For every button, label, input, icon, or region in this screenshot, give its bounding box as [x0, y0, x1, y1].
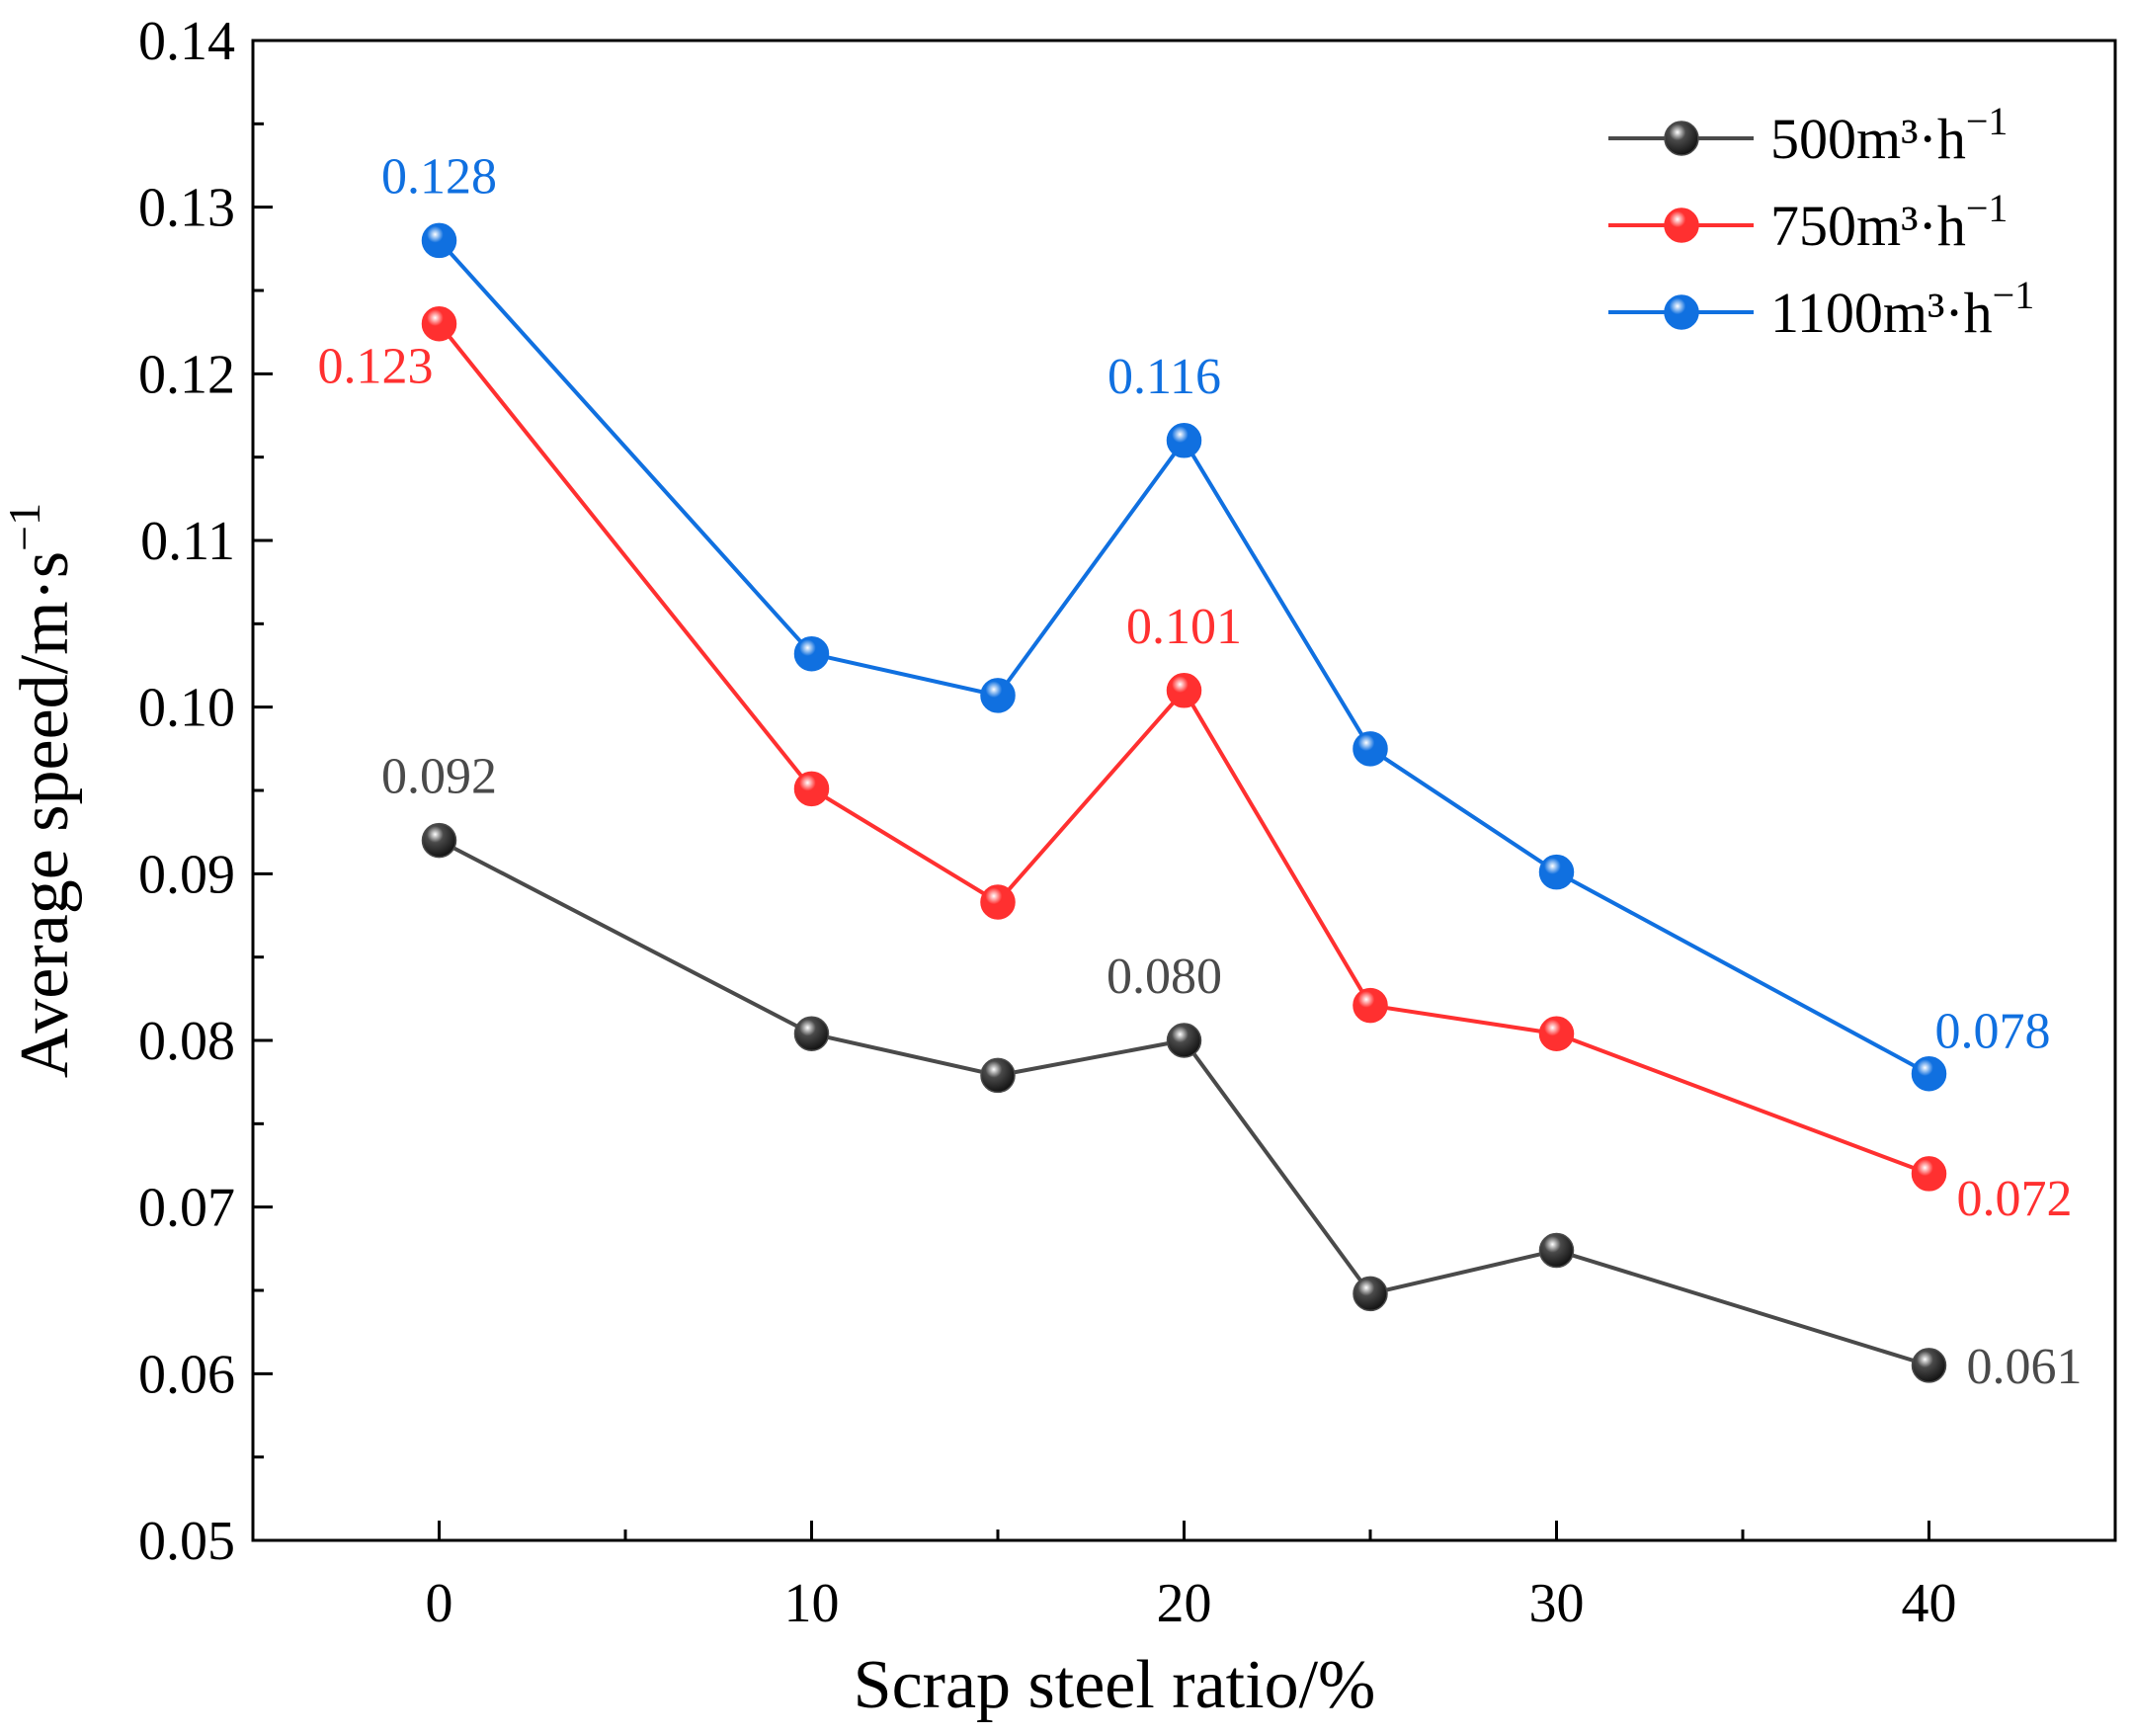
data-point	[980, 678, 1016, 713]
data-point	[421, 822, 457, 859]
data-point	[1166, 1023, 1202, 1058]
legend-item: 1100m³·h−1	[1608, 273, 2034, 345]
legend-marker	[1664, 207, 1699, 243]
series-0	[421, 822, 1947, 1383]
data-point	[980, 1057, 1016, 1094]
data-point	[1353, 1276, 1388, 1312]
data-point	[980, 884, 1016, 920]
x-tick-label: 40	[1902, 1573, 1957, 1634]
x-axis-title: Scrap steel ratio/%	[854, 1647, 1376, 1723]
legend-label-sup: −1	[1993, 273, 2035, 317]
data-label: 0.061	[1967, 1339, 2083, 1395]
data-point	[793, 1016, 830, 1052]
data-point	[1538, 1016, 1575, 1052]
data-label: 0.078	[1935, 1004, 2051, 1060]
y-tick-label: 0.11	[140, 511, 235, 572]
legend-label: 500m³·h−1	[1770, 99, 2008, 171]
x-tick-label: 0	[426, 1573, 453, 1634]
legend-marker	[1664, 294, 1699, 330]
data-point	[1911, 1348, 1947, 1383]
data-point	[421, 222, 457, 259]
legend-label-text: 1100m³·h	[1770, 281, 1993, 345]
legend-item: 750m³·h−1	[1608, 186, 2008, 258]
y-tick-label: 0.07	[138, 1178, 235, 1239]
y-tick-label: 0.05	[138, 1511, 235, 1572]
series-1	[421, 305, 1947, 1192]
y-axis-title-sup: −1	[0, 503, 49, 551]
x-tick-label: 20	[1157, 1573, 1212, 1634]
y-tick-label: 0.10	[138, 678, 235, 739]
legend-label: 1100m³·h−1	[1770, 273, 2034, 345]
data-point	[1166, 423, 1202, 458]
y-tick-label: 0.12	[138, 344, 235, 405]
series-2	[421, 222, 1947, 1092]
data-point	[1166, 673, 1202, 708]
y-tick-label: 0.14	[138, 11, 235, 72]
data-point	[1353, 987, 1388, 1024]
legend-label-text: 750m³·h	[1770, 194, 1966, 258]
data-label: 0.072	[1957, 1171, 2073, 1227]
data-point	[793, 771, 830, 807]
y-axis-title: Average speed/m·s−1	[0, 503, 83, 1078]
data-label: 0.101	[1126, 599, 1242, 655]
legend-item: 500m³·h−1	[1608, 99, 2008, 171]
legend-label: 750m³·h−1	[1770, 186, 2008, 258]
y-axis-title-text: Average speed/m·s	[7, 551, 83, 1078]
data-label: 0.080	[1107, 949, 1222, 1005]
legend-marker	[1664, 121, 1699, 156]
y-tick-label: 0.13	[138, 178, 235, 239]
data-point	[1353, 731, 1388, 767]
y-tick-label: 0.09	[138, 844, 235, 905]
data-point	[1538, 1232, 1575, 1269]
y-tick-label: 0.08	[138, 1011, 235, 1072]
y-tick-label: 0.06	[138, 1344, 235, 1405]
x-tick-label: 10	[784, 1573, 840, 1634]
data-label: 0.116	[1107, 349, 1221, 405]
data-point	[1911, 1055, 1947, 1092]
data-point	[421, 305, 457, 342]
data-label: 0.128	[381, 148, 497, 205]
plot-frame	[251, 39, 2117, 1542]
legend-label-text: 500m³·h	[1770, 107, 1966, 171]
data-point	[1911, 1156, 1947, 1192]
legend-label-sup: −1	[1966, 186, 2009, 230]
data-point	[1538, 854, 1575, 890]
x-tick-label: 30	[1529, 1573, 1585, 1634]
data-label: 0.123	[318, 339, 434, 395]
series-line	[438, 838, 1930, 1367]
data-point	[793, 635, 830, 672]
legend-label-sup: −1	[1966, 99, 2009, 143]
data-label: 0.092	[381, 749, 497, 805]
